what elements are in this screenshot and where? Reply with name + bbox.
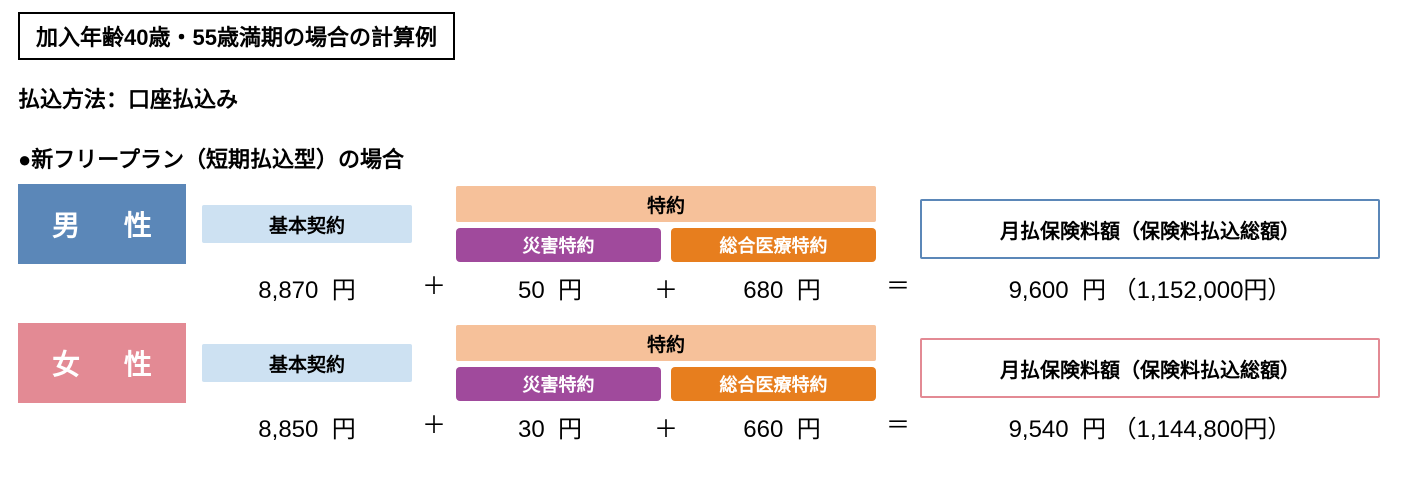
plan-title: ●新フリープラン（短期払込型）の場合 bbox=[18, 142, 1386, 174]
title-text: 加入年齢40歳・55歳満期の場合の計算例 bbox=[36, 25, 437, 50]
basic-value: 8,850 円 bbox=[202, 409, 412, 444]
rider-group-label: 特約 bbox=[647, 191, 685, 218]
basic-band: 基本契約 bbox=[202, 205, 412, 243]
total-column: 月払保険料額（保険料払込総額） 9,600 円 （1,152,000円） bbox=[920, 184, 1380, 305]
basic-band: 基本契約 bbox=[202, 344, 412, 382]
rider-sub-row: 災害特約 総合医療特約 bbox=[456, 228, 876, 262]
equals: ＝ bbox=[876, 266, 920, 305]
rider1-value: 50 円 bbox=[456, 270, 644, 305]
total-box: 月払保険料額（保険料払込総額） bbox=[920, 199, 1380, 259]
total-label: 月払保険料額（保険料払込総額） bbox=[1000, 215, 1300, 244]
basic-header: 基本契約 bbox=[202, 184, 412, 264]
rider-sub-row: 災害特約 総合医療特約 bbox=[456, 367, 876, 401]
basic-value: 8,870 円 bbox=[202, 270, 412, 305]
riders-header: 特約 災害特約 総合医療特約 bbox=[456, 184, 876, 264]
equals: ＝ bbox=[876, 405, 920, 444]
rider-medical-band: 総合医療特約 bbox=[671, 367, 876, 401]
riders-column: 特約 災害特約 総合医療特約 30 円 ＋ 660 円 bbox=[456, 323, 876, 444]
rider-disaster-band: 災害特約 bbox=[456, 228, 661, 262]
calc-row-female: 女 性 基本契約 8,850 円 ＋ 特約 災害特約 bbox=[18, 323, 1386, 444]
rider-disaster-label: 災害特約 bbox=[523, 232, 595, 258]
rider-group-band: 特約 bbox=[456, 186, 876, 222]
rider-medical-label: 総合医療特約 bbox=[720, 232, 828, 258]
gender-box: 男 性 bbox=[18, 184, 186, 264]
total-box: 月払保険料額（保険料払込総額） bbox=[920, 338, 1380, 398]
rider-medical-label: 総合医療特約 bbox=[720, 371, 828, 397]
gender-label: 女 性 bbox=[34, 343, 170, 383]
gender-box: 女 性 bbox=[18, 323, 186, 403]
plus-1: ＋ bbox=[412, 405, 456, 444]
total-value: 9,540 円 （1,144,800円） bbox=[920, 409, 1380, 444]
basic-column: 基本契約 8,850 円 bbox=[202, 323, 412, 444]
total-header: 月払保険料額（保険料払込総額） bbox=[920, 184, 1380, 264]
basic-header: 基本契約 bbox=[202, 323, 412, 403]
rider-values: 30 円 ＋ 660 円 bbox=[456, 409, 876, 444]
plus-1: ＋ bbox=[412, 266, 456, 305]
rider2-value: 680 円 bbox=[688, 270, 876, 305]
rider2-value: 660 円 bbox=[688, 409, 876, 444]
riders-header: 特約 災害特約 総合医療特約 bbox=[456, 323, 876, 403]
total-column: 月払保険料額（保険料払込総額） 9,540 円 （1,144,800円） bbox=[920, 323, 1380, 444]
rider-medical-band: 総合医療特約 bbox=[671, 228, 876, 262]
gender-label: 男 性 bbox=[34, 204, 170, 244]
total-value: 9,600 円 （1,152,000円） bbox=[920, 270, 1380, 305]
rider-group-label: 特約 bbox=[647, 330, 685, 357]
basic-column: 基本契約 8,870 円 bbox=[202, 184, 412, 305]
plus-2: ＋ bbox=[644, 270, 688, 305]
riders-column: 特約 災害特約 総合医療特約 50 円 ＋ 680 円 bbox=[456, 184, 876, 305]
payment-method: 払込方法：口座払込み bbox=[18, 82, 1386, 114]
plus-2: ＋ bbox=[644, 409, 688, 444]
total-header: 月払保険料額（保険料払込総額） bbox=[920, 323, 1380, 403]
rider-values: 50 円 ＋ 680 円 bbox=[456, 270, 876, 305]
basic-label: 基本契約 bbox=[269, 350, 345, 377]
rider1-value: 30 円 bbox=[456, 409, 644, 444]
title-box: 加入年齢40歳・55歳満期の場合の計算例 bbox=[18, 12, 455, 60]
rider-disaster-label: 災害特約 bbox=[523, 371, 595, 397]
rows-container: 男 性 基本契約 8,870 円 ＋ 特約 災害特約 bbox=[18, 184, 1386, 444]
rider-group-band: 特約 bbox=[456, 325, 876, 361]
basic-label: 基本契約 bbox=[269, 211, 345, 238]
calc-row-male: 男 性 基本契約 8,870 円 ＋ 特約 災害特約 bbox=[18, 184, 1386, 305]
rider-disaster-band: 災害特約 bbox=[456, 367, 661, 401]
total-label: 月払保険料額（保険料払込総額） bbox=[1000, 354, 1300, 383]
